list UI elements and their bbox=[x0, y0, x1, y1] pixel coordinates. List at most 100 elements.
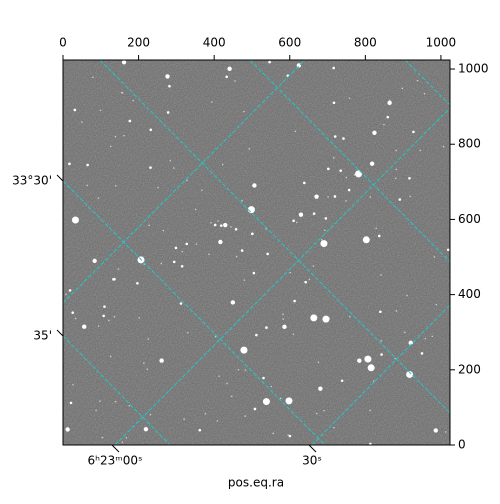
star bbox=[315, 412, 318, 415]
star bbox=[194, 208, 197, 211]
star bbox=[406, 294, 408, 297]
star bbox=[216, 420, 219, 422]
star bbox=[262, 398, 270, 406]
star bbox=[355, 170, 363, 178]
star bbox=[308, 278, 311, 281]
star bbox=[213, 223, 217, 227]
star bbox=[289, 271, 292, 274]
star bbox=[296, 221, 298, 224]
star bbox=[162, 229, 165, 232]
star bbox=[86, 163, 89, 167]
star bbox=[143, 362, 145, 365]
star bbox=[420, 352, 424, 355]
star bbox=[227, 66, 232, 71]
star bbox=[113, 315, 116, 318]
star bbox=[386, 115, 390, 119]
star bbox=[165, 74, 170, 79]
star bbox=[187, 331, 189, 334]
star bbox=[97, 325, 100, 327]
star bbox=[86, 184, 89, 187]
dec-grid-line bbox=[99, 60, 450, 414]
star bbox=[380, 353, 383, 356]
star bbox=[123, 134, 125, 137]
star bbox=[221, 163, 224, 166]
star bbox=[204, 412, 207, 415]
star bbox=[128, 404, 131, 407]
star bbox=[424, 337, 427, 340]
star bbox=[320, 240, 328, 248]
star bbox=[408, 340, 413, 346]
star bbox=[71, 216, 79, 224]
star bbox=[345, 200, 347, 202]
star bbox=[149, 128, 153, 132]
star bbox=[332, 157, 335, 159]
y-tick-label: 200 bbox=[458, 362, 481, 376]
star bbox=[312, 212, 316, 215]
star bbox=[240, 346, 248, 354]
star bbox=[433, 256, 436, 258]
star bbox=[394, 357, 396, 360]
star bbox=[73, 108, 77, 112]
star bbox=[186, 179, 188, 182]
star bbox=[253, 407, 257, 411]
star bbox=[333, 135, 337, 138]
star bbox=[103, 305, 106, 308]
dec-grid-line bbox=[63, 335, 171, 445]
star bbox=[179, 302, 183, 305]
star bbox=[68, 289, 72, 292]
ra-tick bbox=[111, 444, 120, 453]
x-tick-label: 0 bbox=[59, 36, 67, 50]
star bbox=[218, 239, 223, 245]
star bbox=[174, 246, 178, 250]
star bbox=[357, 358, 362, 363]
star bbox=[65, 427, 70, 432]
star bbox=[81, 121, 83, 123]
star bbox=[243, 279, 246, 281]
y-tick-label: 800 bbox=[458, 137, 481, 151]
ra-grid-line bbox=[63, 60, 306, 304]
star bbox=[345, 176, 348, 179]
star bbox=[166, 111, 170, 114]
x-tick-label: 800 bbox=[354, 36, 377, 50]
star bbox=[322, 315, 330, 323]
star bbox=[237, 368, 240, 371]
star bbox=[169, 159, 172, 162]
ra-tick bbox=[308, 444, 317, 453]
star bbox=[138, 317, 140, 319]
star bbox=[243, 110, 245, 113]
star bbox=[380, 340, 383, 342]
star bbox=[235, 255, 238, 258]
star bbox=[353, 174, 356, 176]
star bbox=[318, 386, 323, 391]
star bbox=[201, 189, 203, 192]
star bbox=[65, 293, 67, 296]
star bbox=[431, 335, 434, 338]
star bbox=[310, 314, 318, 322]
star bbox=[226, 382, 228, 385]
star bbox=[160, 262, 163, 265]
coordinate-grid bbox=[63, 60, 450, 445]
x-tick-label: 400 bbox=[203, 36, 226, 50]
star bbox=[389, 99, 391, 102]
star bbox=[377, 234, 381, 238]
star bbox=[444, 431, 447, 433]
star bbox=[146, 368, 149, 371]
star bbox=[114, 185, 117, 187]
star bbox=[74, 317, 77, 320]
star bbox=[109, 355, 112, 358]
star bbox=[159, 358, 164, 363]
star bbox=[128, 119, 132, 123]
star bbox=[101, 436, 104, 439]
star bbox=[121, 441, 124, 444]
star bbox=[383, 123, 385, 126]
star bbox=[332, 101, 336, 105]
star bbox=[72, 383, 74, 386]
star bbox=[375, 227, 378, 230]
star bbox=[435, 303, 438, 306]
star bbox=[282, 318, 284, 320]
star bbox=[244, 369, 247, 371]
y-tick-label: 400 bbox=[458, 287, 481, 301]
star bbox=[117, 268, 120, 270]
star bbox=[293, 299, 296, 303]
